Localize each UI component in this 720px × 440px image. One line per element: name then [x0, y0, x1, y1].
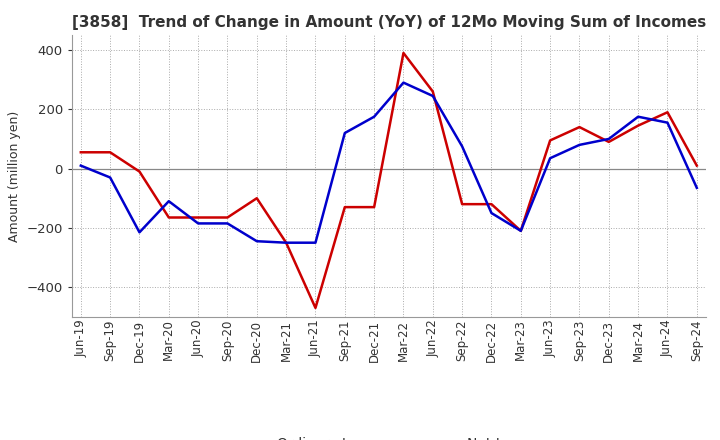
Y-axis label: Amount (million yen): Amount (million yen) [8, 110, 21, 242]
Net Income [341, 205, 349, 210]
Net Income [663, 110, 672, 115]
Ordinary Income [253, 238, 261, 244]
Ordinary Income [370, 114, 379, 119]
Net Income [693, 163, 701, 168]
Ordinary Income [223, 221, 232, 226]
Net Income [194, 215, 202, 220]
Net Income [106, 150, 114, 155]
Net Income [487, 202, 496, 207]
Ordinary Income [164, 198, 173, 204]
Net Income [399, 50, 408, 55]
Ordinary Income [428, 93, 437, 99]
Net Income [428, 89, 437, 94]
Ordinary Income [76, 163, 85, 168]
Net Income [605, 139, 613, 145]
Net Income [76, 150, 85, 155]
Title: [3858]  Trend of Change in Amount (YoY) of 12Mo Moving Sum of Incomes: [3858] Trend of Change in Amount (YoY) o… [72, 15, 706, 30]
Net Income [516, 228, 525, 234]
Ordinary Income [135, 230, 144, 235]
Net Income [135, 169, 144, 174]
Net Income [282, 240, 290, 246]
Legend: Ordinary Income, Net Income: Ordinary Income, Net Income [226, 431, 552, 440]
Line: Net Income: Net Income [81, 53, 697, 308]
Ordinary Income [194, 221, 202, 226]
Ordinary Income [693, 185, 701, 191]
Line: Ordinary Income: Ordinary Income [81, 83, 697, 243]
Ordinary Income [106, 175, 114, 180]
Net Income [575, 125, 584, 130]
Ordinary Income [341, 130, 349, 136]
Ordinary Income [605, 136, 613, 142]
Ordinary Income [458, 144, 467, 149]
Net Income [253, 196, 261, 201]
Net Income [458, 202, 467, 207]
Ordinary Income [663, 120, 672, 125]
Net Income [370, 205, 379, 210]
Ordinary Income [634, 114, 642, 119]
Ordinary Income [516, 228, 525, 234]
Net Income [546, 138, 554, 143]
Net Income [311, 305, 320, 311]
Ordinary Income [546, 156, 554, 161]
Ordinary Income [282, 240, 290, 246]
Ordinary Income [311, 240, 320, 246]
Ordinary Income [399, 80, 408, 85]
Net Income [634, 123, 642, 128]
Net Income [164, 215, 173, 220]
Ordinary Income [575, 142, 584, 147]
Ordinary Income [487, 210, 496, 216]
Net Income [223, 215, 232, 220]
